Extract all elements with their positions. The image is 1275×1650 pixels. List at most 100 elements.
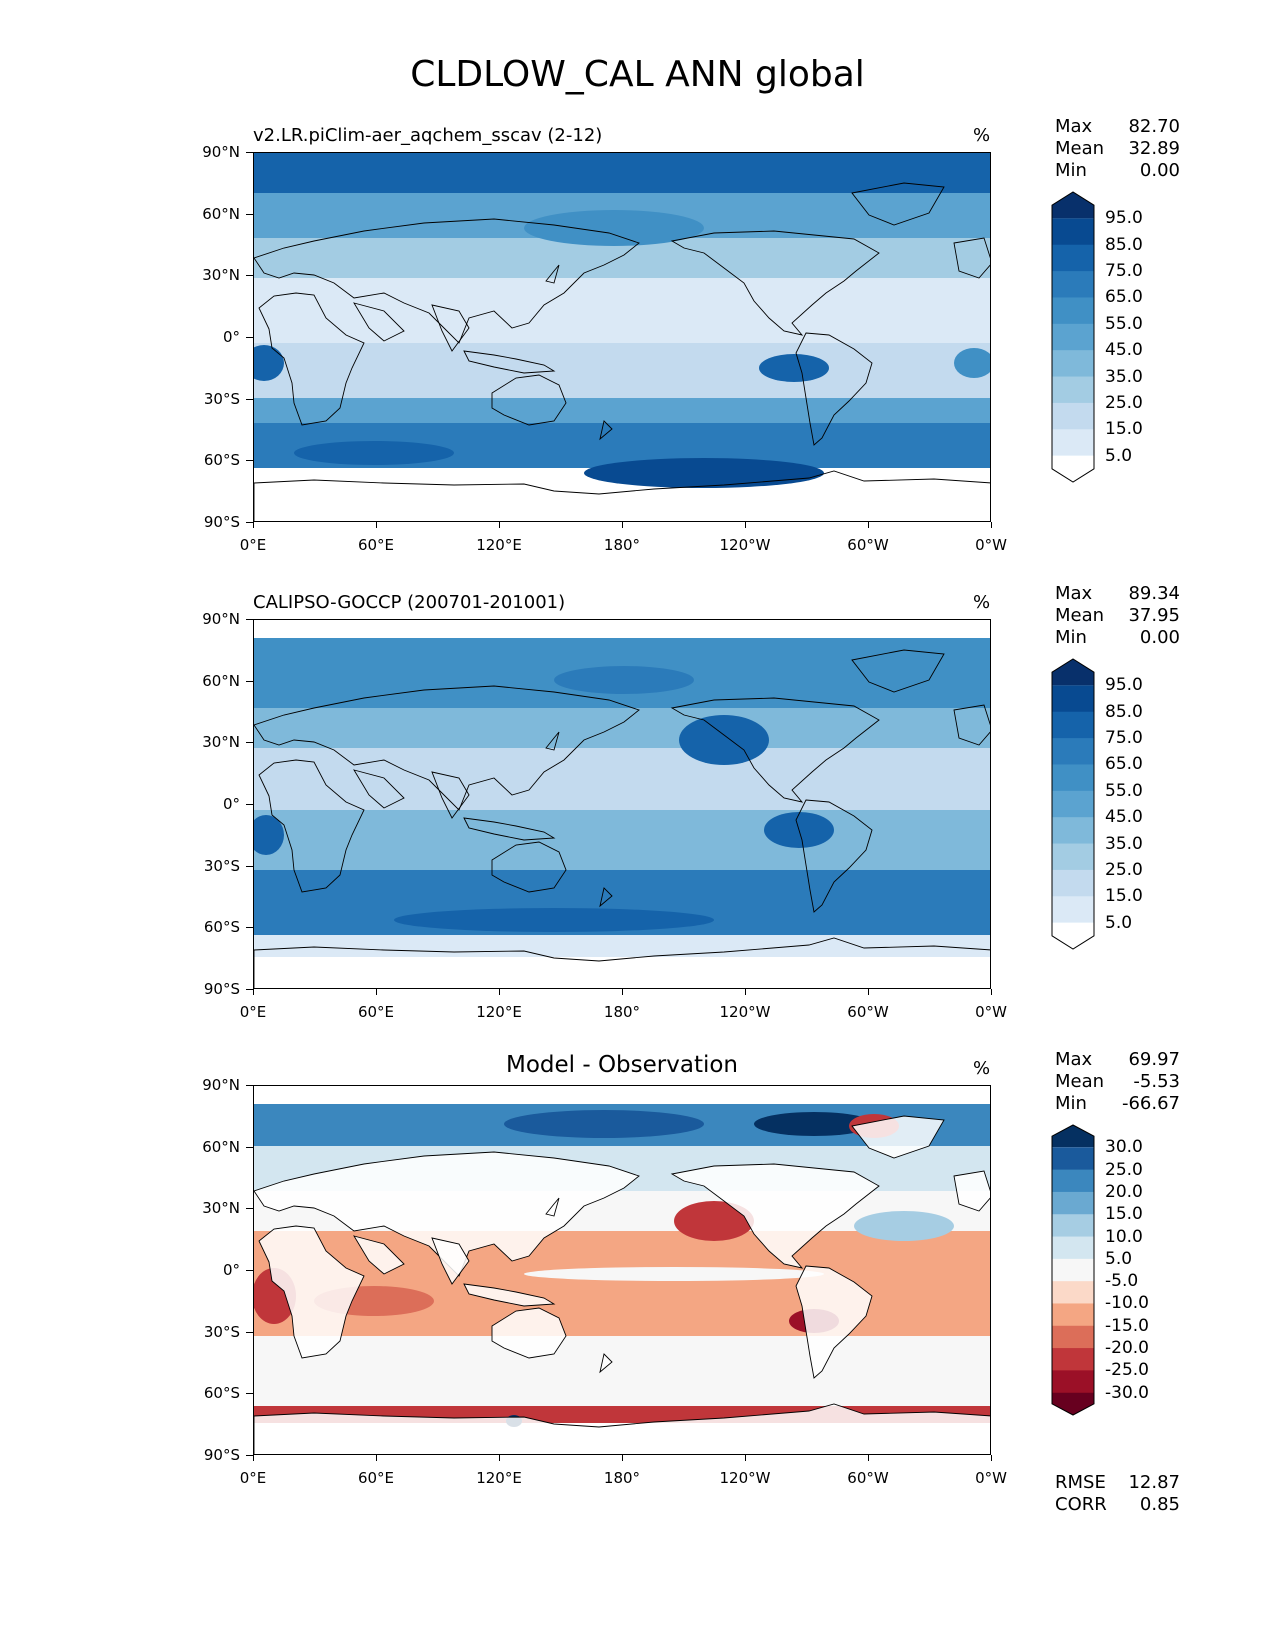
field-region bbox=[524, 1267, 824, 1281]
coastline-australia bbox=[491, 374, 567, 426]
colorbar-swatch bbox=[1052, 1281, 1094, 1304]
colorbar-swatch bbox=[1052, 376, 1094, 404]
lon-tick bbox=[253, 989, 254, 995]
colorbar-swatch bbox=[1052, 350, 1094, 378]
map-panel-1: v2.LR.piClim-aer_aqchem_sscav (2-12)% 90°… bbox=[0, 116, 1275, 592]
colorbar-tick-label: 95.0 bbox=[1105, 675, 1143, 696]
colorbar-swatches bbox=[1051, 191, 1095, 483]
footer-label: CORR bbox=[1055, 1494, 1107, 1515]
coastline-antarctica bbox=[254, 1403, 990, 1454]
colorbar-tick-label: 45.0 bbox=[1105, 807, 1143, 828]
field-region bbox=[254, 815, 284, 855]
map-field bbox=[254, 620, 990, 988]
colorbar-tick-label: 75.0 bbox=[1105, 261, 1143, 282]
stat-label: Mean bbox=[1055, 605, 1105, 626]
coastline-europe_w bbox=[953, 704, 990, 746]
lat-tick bbox=[246, 1455, 253, 1456]
lon-tick-label: 120°W bbox=[719, 1469, 771, 1487]
coastline-arabia bbox=[353, 1235, 405, 1275]
figure-title: CLDLOW_CAL ANN global bbox=[410, 54, 865, 95]
lon-tick bbox=[499, 522, 500, 528]
field-region bbox=[554, 666, 694, 694]
lon-tick-label: 0°W bbox=[975, 1469, 1007, 1487]
stat-row: Max 69.97 bbox=[1055, 1049, 1180, 1071]
stat-label: Min bbox=[1055, 1093, 1087, 1114]
colorbar-tick-label: 85.0 bbox=[1105, 234, 1143, 255]
field-region bbox=[504, 1110, 704, 1138]
field-region bbox=[854, 1211, 954, 1241]
colorbar-swatch bbox=[1052, 1191, 1094, 1215]
units-label: % bbox=[973, 125, 991, 146]
colorbar-tick-label: 10.0 bbox=[1105, 1226, 1143, 1247]
colorbar-swatch bbox=[1052, 1258, 1094, 1282]
colorbar-tick-label: 5.0 bbox=[1105, 912, 1133, 933]
lon-tick-label: 0°E bbox=[239, 1003, 267, 1021]
lon-tick-label: 120°E bbox=[476, 1469, 522, 1487]
stat-row: Mean 32.89 bbox=[1055, 138, 1180, 160]
stat-row: Min 0.00 bbox=[1055, 627, 1180, 649]
colorbar-swatch bbox=[1052, 1370, 1094, 1394]
stat-label: Min bbox=[1055, 627, 1087, 648]
coastline-europe_w bbox=[953, 1170, 990, 1212]
field-region bbox=[254, 398, 990, 423]
colorbar-swatch bbox=[1052, 817, 1094, 845]
lat-tick bbox=[246, 1146, 253, 1148]
lat-tick-label: 30°S bbox=[203, 856, 240, 875]
coastline-europe_w bbox=[953, 237, 990, 279]
colorbar-tick-label: -20.0 bbox=[1105, 1338, 1149, 1359]
coastline-eurasia bbox=[254, 685, 640, 811]
lon-tick-label: 60°W bbox=[847, 1003, 889, 1021]
panel-title: CALIPSO-GOCCP (200701-201001) bbox=[253, 592, 566, 613]
coastline-samerica bbox=[795, 1265, 873, 1379]
lon-tick bbox=[253, 522, 254, 528]
map-field bbox=[254, 153, 990, 521]
colorbar-tick-label: 45.0 bbox=[1105, 340, 1143, 361]
lat-tick-label: 90°S bbox=[203, 980, 240, 998]
field-region bbox=[254, 153, 990, 193]
field-region bbox=[254, 957, 990, 988]
colorbar-swatch bbox=[1052, 1348, 1094, 1371]
lat-tick-label: 0° bbox=[222, 328, 240, 346]
stats-block: Max 89.34 Mean 37.95 Min 0.00 bbox=[1055, 583, 1180, 649]
lon-tick-label: 180° bbox=[603, 536, 641, 554]
lon-tick bbox=[991, 522, 992, 528]
field-region bbox=[254, 345, 284, 381]
field-region bbox=[254, 810, 990, 870]
stat-value: 37.95 bbox=[1128, 605, 1180, 626]
field-region bbox=[254, 748, 990, 810]
lon-tick bbox=[376, 522, 377, 528]
coastline-australia bbox=[491, 841, 567, 893]
colorbar-tick-label: -5.0 bbox=[1105, 1271, 1139, 1292]
colorbar bbox=[1051, 658, 1095, 950]
lon-tick-label: 60°E bbox=[357, 1469, 395, 1487]
colorbar-swatch bbox=[1052, 429, 1094, 457]
lon-tick bbox=[499, 989, 500, 995]
lon-tick bbox=[868, 989, 869, 995]
lat-tick-label: 60°N bbox=[202, 671, 240, 690]
lat-tick bbox=[246, 337, 253, 338]
coastline-india bbox=[431, 771, 470, 819]
colorbar-swatch bbox=[1052, 323, 1094, 351]
field-region bbox=[254, 620, 990, 638]
lon-tick-label: 60°W bbox=[847, 536, 889, 554]
field-region bbox=[954, 348, 990, 378]
coastline-africa bbox=[258, 759, 365, 893]
lat-tick bbox=[246, 398, 253, 400]
lon-tick-label: 0°E bbox=[239, 1469, 267, 1487]
colorbar-tick-label: 25.0 bbox=[1105, 859, 1143, 880]
colorbar-tick-label: 20.0 bbox=[1105, 1181, 1143, 1202]
panel-title: v2.LR.piClim-aer_aqchem_sscav (2-12) bbox=[253, 125, 603, 146]
lon-tick-label: 180° bbox=[603, 1003, 641, 1021]
colorbar-swatch bbox=[1052, 659, 1094, 686]
stat-value: -66.67 bbox=[1121, 1093, 1180, 1114]
colorbar-swatch bbox=[1052, 1236, 1094, 1260]
lon-tick bbox=[745, 1455, 746, 1461]
coastline-greenland bbox=[851, 182, 945, 226]
lon-tick bbox=[376, 1455, 377, 1461]
lon-tick-label: 60°E bbox=[357, 1003, 395, 1021]
units-label: % bbox=[973, 592, 991, 613]
colorbar-swatch bbox=[1052, 1392, 1094, 1415]
lon-tick bbox=[622, 1455, 623, 1461]
coastline-greenland bbox=[851, 649, 945, 693]
map-plot bbox=[253, 619, 991, 989]
